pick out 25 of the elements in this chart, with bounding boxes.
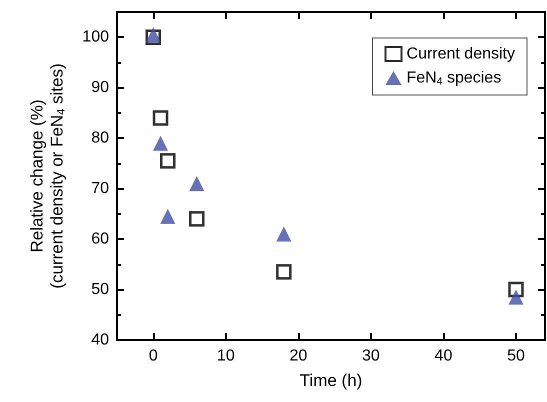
legend-label: Current density — [406, 46, 516, 62]
x-tick-label: 20 — [289, 348, 308, 364]
y-tick-label: 60 — [91, 230, 110, 248]
point — [153, 136, 168, 151]
y-tick-label: 80 — [91, 130, 110, 147]
point — [160, 153, 176, 169]
point — [160, 208, 176, 224]
x-tick-label: 10 — [216, 348, 235, 364]
y-tick-label: 100 — [82, 28, 110, 46]
point — [152, 110, 168, 126]
x-tick-label: 40 — [434, 348, 452, 364]
y-tick-label: 40 — [91, 332, 110, 348]
x-tick-label: 30 — [362, 348, 380, 364]
y-tick-label: 90 — [91, 79, 110, 96]
y-tick-label: 50 — [91, 281, 110, 298]
y-tick-label: 70 — [91, 180, 110, 198]
point — [189, 211, 205, 227]
x-tick-label: 0 — [148, 348, 158, 364]
x-tick-label: 50 — [507, 348, 525, 364]
point — [508, 290, 524, 305]
x-axis-title: Time (h) — [300, 371, 362, 390]
point — [276, 264, 292, 280]
point — [276, 226, 292, 242]
point — [508, 282, 524, 298]
point — [189, 176, 204, 192]
